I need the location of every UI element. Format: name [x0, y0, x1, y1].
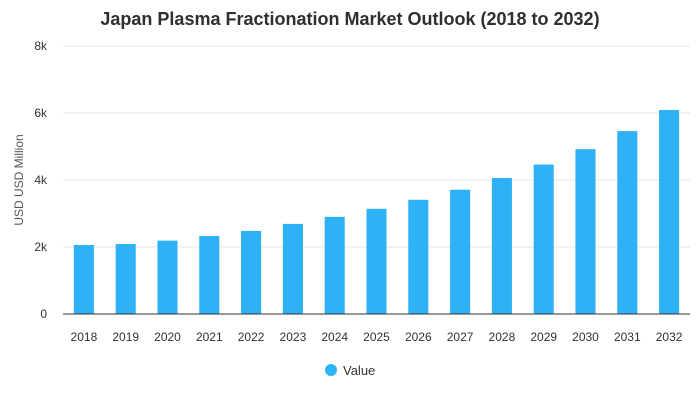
chart-title: Japan Plasma Fractionation Market Outloo…: [100, 9, 599, 29]
bar-2022[interactable]: [241, 230, 262, 314]
bar-2032[interactable]: [659, 109, 680, 314]
bar-2031[interactable]: [617, 131, 638, 314]
x-tick-label: 2029: [530, 330, 557, 344]
x-tick-label: 2019: [112, 330, 139, 344]
y-tick-label: 2k: [34, 240, 48, 254]
x-tick-label: 2023: [280, 330, 307, 344]
y-tick-label: 0: [40, 307, 47, 321]
x-tick-label: 2027: [447, 330, 474, 344]
bar-2029[interactable]: [533, 164, 554, 314]
legend[interactable]: Value: [325, 363, 375, 378]
bar-2021[interactable]: [199, 235, 220, 314]
x-tick-label: 2020: [154, 330, 181, 344]
bars: [73, 109, 680, 314]
x-tick-label: 2026: [405, 330, 432, 344]
bar-2019[interactable]: [115, 243, 136, 314]
bar-2023[interactable]: [282, 223, 303, 314]
bar-2018[interactable]: [73, 244, 94, 314]
x-tick-label: 2028: [489, 330, 516, 344]
legend-swatch-value[interactable]: [325, 364, 337, 376]
x-tick-label: 2025: [363, 330, 390, 344]
y-tick-label: 4k: [34, 173, 48, 187]
x-tick-label: 2021: [196, 330, 223, 344]
x-tick-label: 2030: [572, 330, 599, 344]
y-tick-label: 8k: [34, 39, 48, 53]
x-tick-label: 2032: [656, 330, 683, 344]
x-tick-label: 2018: [71, 330, 98, 344]
legend-label-value[interactable]: Value: [343, 363, 375, 378]
x-axis-ticks: 2018 2019 2020 2021 2022 2023 2024 2025 2026 2027…: [71, 330, 683, 344]
x-tick-label: 2022: [238, 330, 265, 344]
x-tick-label: 2024: [321, 330, 348, 344]
bar-2020[interactable]: [157, 240, 178, 314]
bar-2026[interactable]: [408, 199, 429, 314]
bar-2027[interactable]: [450, 189, 471, 314]
y-tick-label: 6k: [34, 106, 48, 120]
bar-2030[interactable]: [575, 149, 596, 314]
bar-2024[interactable]: [324, 216, 345, 314]
bar-2028[interactable]: [491, 177, 512, 314]
x-tick-label: 2031: [614, 330, 641, 344]
bar-2025[interactable]: [366, 208, 387, 314]
y-axis-ticks: 0 2k 4k 6k 8k: [34, 39, 48, 321]
y-axis-label: USD USD Million: [12, 134, 26, 225]
